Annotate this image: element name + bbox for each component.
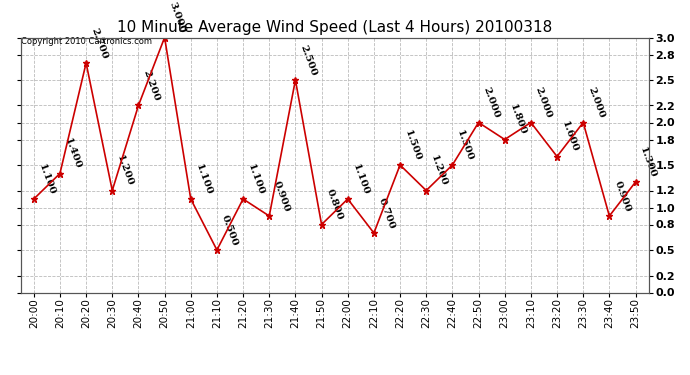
Text: 1.300: 1.300 — [638, 146, 658, 179]
Text: 1.800: 1.800 — [507, 103, 527, 137]
Text: 2.200: 2.200 — [141, 69, 161, 103]
Text: 1.500: 1.500 — [455, 129, 475, 162]
Title: 10 Minute Average Wind Speed (Last 4 Hours) 20100318: 10 Minute Average Wind Speed (Last 4 Hou… — [117, 20, 552, 35]
Text: Copyright 2010 Cartronics.com: Copyright 2010 Cartronics.com — [21, 38, 152, 46]
Text: 2.700: 2.700 — [89, 26, 108, 60]
Text: 1.200: 1.200 — [429, 154, 448, 188]
Text: 3.000: 3.000 — [168, 1, 187, 35]
Text: 1.100: 1.100 — [193, 162, 213, 196]
Text: 1.100: 1.100 — [351, 162, 370, 196]
Text: 1.200: 1.200 — [115, 154, 135, 188]
Text: 0.800: 0.800 — [324, 188, 344, 222]
Text: 2.000: 2.000 — [586, 86, 606, 120]
Text: 2.000: 2.000 — [533, 86, 553, 120]
Text: 0.900: 0.900 — [272, 180, 292, 213]
Text: 0.900: 0.900 — [612, 180, 632, 213]
Text: 1.400: 1.400 — [63, 137, 82, 171]
Text: 1.500: 1.500 — [403, 129, 422, 162]
Text: 1.100: 1.100 — [37, 162, 56, 196]
Text: 2.000: 2.000 — [482, 86, 501, 120]
Text: 0.500: 0.500 — [219, 213, 239, 247]
Text: 1.600: 1.600 — [560, 120, 580, 154]
Text: 0.700: 0.700 — [377, 196, 396, 230]
Text: 2.500: 2.500 — [298, 44, 318, 77]
Text: 1.100: 1.100 — [246, 162, 266, 196]
